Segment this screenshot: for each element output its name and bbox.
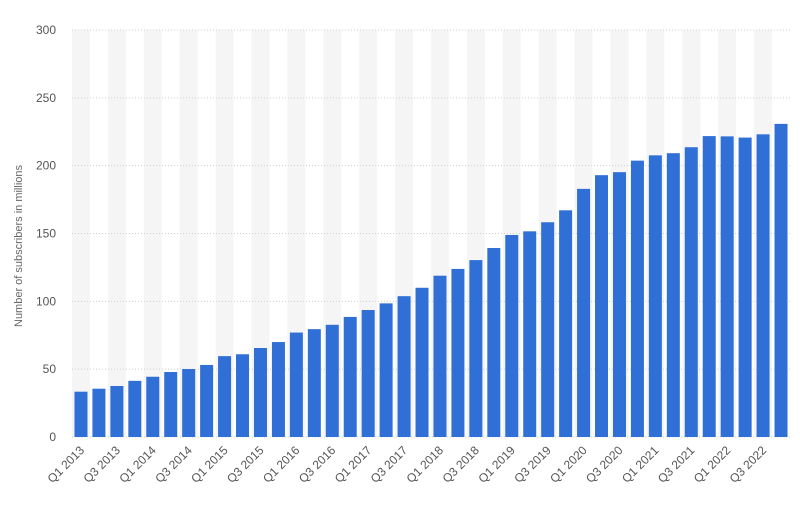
bar: Q2 2019: 151.6 — [523, 231, 537, 437]
bar: Q4 2019: 167.1 — [559, 210, 573, 437]
bars: Q1 2013: 33.4 Q2 2013: 35.6 Q3 2013: 37.6 Q… — [74, 123, 788, 438]
background-band — [72, 30, 90, 437]
x-tick-label: Q3 2018 — [440, 443, 483, 486]
bar: Q2 2016: 79.5 — [307, 329, 321, 437]
x-tick-label: Q1 2022 — [691, 443, 734, 486]
bar: Q2 2015: 61 — [236, 354, 250, 437]
bar: Q1 2018: 118.9 — [433, 275, 447, 437]
x-tick-label: Q3 2020 — [583, 443, 626, 486]
background-band — [143, 30, 162, 437]
bar: Q2 2022: 220.7 — [738, 137, 752, 437]
x-tick-label: Q1 2013 — [45, 443, 88, 486]
x-tick-label: Q1 2014 — [116, 443, 159, 486]
x-tick-label: Q3 2019 — [511, 443, 554, 486]
y-tick-label: 200 — [36, 159, 56, 173]
y-tick-label: 150 — [36, 227, 56, 241]
x-tick-label: Q1 2021 — [619, 443, 662, 486]
bar: Q2 2021: 209.2 — [666, 153, 680, 437]
bar: Q2 2018: 123.9 — [451, 268, 465, 437]
bar: Q1 2020: 182.9 — [577, 188, 591, 437]
bar: Q4 2022: 230.8 — [774, 123, 788, 437]
y-tick-label: 300 — [36, 23, 56, 37]
bar: Q1 2019: 148.9 — [505, 234, 519, 437]
x-tick-label: Q3 2015 — [224, 443, 267, 486]
bar: Q4 2016: 88.5 — [343, 316, 357, 437]
bar: Q4 2020: 203.7 — [630, 160, 644, 437]
y-tick-label: 250 — [36, 91, 56, 105]
bar: Q1 2015: 59.6 — [218, 356, 232, 437]
background-band — [215, 30, 234, 437]
bar: Q3 2020: 195.2 — [612, 172, 626, 438]
bar: Q3 2013: 37.6 — [110, 385, 124, 437]
y-tick-label: 0 — [49, 430, 56, 444]
bar: Q3 2018: 130.4 — [469, 260, 483, 437]
bar: Q2 2020: 193 — [595, 175, 609, 437]
x-tick-label: Q1 2017 — [332, 443, 375, 486]
x-tick-label: Q3 2022 — [727, 443, 770, 486]
x-tick-label: Q3 2016 — [296, 443, 339, 486]
bar: Q1 2022: 221.6 — [720, 136, 734, 437]
y-axis-ticks: 0 50 100 150 200 250 300 — [36, 23, 56, 444]
x-tick-label: Q3 2021 — [655, 443, 698, 486]
bar: Q4 2014: 53.1 — [200, 364, 214, 437]
bar: Q1 2021: 207.6 — [648, 155, 662, 437]
bar: Q3 2015: 65.6 — [253, 348, 267, 437]
x-tick-label: Q1 2015 — [188, 443, 231, 486]
bar: Q3 2014: 50.1 — [182, 369, 196, 437]
bar: Q2 2014: 47.9 — [164, 372, 178, 437]
bar: Q3 2022: 223.1 — [756, 134, 770, 437]
x-tick-label: Q3 2014 — [152, 443, 195, 486]
bar: Q3 2017: 103.8 — [397, 296, 411, 437]
bar: Q2 2017: 98.5 — [379, 303, 393, 437]
bar: Q4 2018: 139.3 — [487, 248, 501, 437]
y-tick-label: 100 — [36, 294, 56, 308]
x-tick-label: Q1 2016 — [260, 443, 303, 486]
y-axis-title: Number of subscribers in millions — [13, 165, 25, 327]
x-tick-label: Q3 2017 — [368, 443, 411, 486]
x-tick-label: Q1 2018 — [404, 443, 447, 486]
bar: Q4 2021: 221.8 — [702, 136, 716, 437]
background-band — [251, 30, 270, 437]
bar: Q4 2017: 110 — [415, 287, 429, 437]
bar: Q2 2013: 35.6 — [92, 388, 106, 437]
bar: Q3 2016: 82.7 — [325, 324, 339, 437]
background-band — [179, 30, 198, 437]
bar: Q1 2014: 44.4 — [146, 376, 160, 437]
y-tick-label: 50 — [43, 362, 57, 376]
bar: Q4 2013: 41.4 — [128, 380, 142, 437]
bar: Q3 2019: 158.3 — [541, 222, 555, 437]
bar: Q1 2013: 33.4 — [74, 391, 88, 437]
bar: Q1 2016: 77 — [289, 332, 303, 437]
x-tick-label: Q1 2020 — [547, 443, 590, 486]
x-tick-label: Q1 2019 — [475, 443, 518, 486]
x-tick-label: Q3 2013 — [81, 443, 124, 486]
bar: Q1 2017: 93.6 — [361, 310, 375, 437]
bar: Q4 2015: 70 — [271, 342, 285, 437]
background-band — [107, 30, 126, 437]
bar: Q3 2021: 213.6 — [684, 147, 698, 437]
